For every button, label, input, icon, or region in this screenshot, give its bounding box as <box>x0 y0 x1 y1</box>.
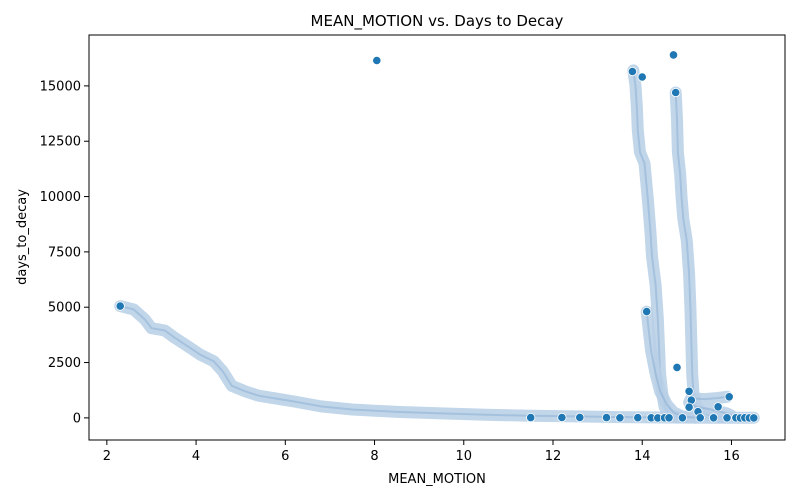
data-point <box>722 413 732 423</box>
data-point <box>627 66 638 77</box>
data-point <box>557 412 567 423</box>
data-point <box>708 413 719 423</box>
data-point <box>575 412 585 422</box>
y-axis: 0 2500 5000 7500 10000 12500 15000 <box>40 79 89 426</box>
data-point <box>615 413 625 423</box>
data-point <box>668 50 679 60</box>
x-tick-label: 4 <box>192 449 200 464</box>
x-tick-label: 2 <box>103 449 111 464</box>
chart-title: MEAN_MOTION vs. Days to Decay <box>311 12 564 31</box>
data-point <box>372 55 382 66</box>
x-tick-label: 8 <box>370 449 378 464</box>
trajectory-core-0 <box>119 305 754 419</box>
data-point <box>695 413 705 423</box>
y-tick-label: 10000 <box>40 190 81 205</box>
data-point <box>672 362 682 372</box>
data-point <box>664 413 674 423</box>
data-point <box>684 386 694 396</box>
x-axis-label: MEAN_MOTION <box>388 472 486 487</box>
x-axis: 2 4 6 8 10 12 14 16 <box>103 440 740 464</box>
plot-frame <box>88 34 786 441</box>
data-point <box>713 402 723 412</box>
data-point <box>724 392 734 402</box>
data-point <box>115 301 125 311</box>
y-tick-label: 12500 <box>40 135 81 150</box>
y-axis-label: days_to_decay <box>15 189 30 285</box>
y-tick-label: 5000 <box>48 301 81 316</box>
data-point <box>749 413 759 423</box>
x-tick-label: 16 <box>723 449 740 464</box>
y-tick-label: 7500 <box>48 245 81 260</box>
x-tick-label: 6 <box>281 449 289 464</box>
data-point <box>671 87 681 98</box>
y-tick-label: 0 <box>73 411 81 426</box>
trajectory-band-3 <box>669 86 729 423</box>
data-point <box>642 306 652 317</box>
x-tick-label: 14 <box>634 449 651 464</box>
data-point <box>601 412 612 423</box>
plot-area <box>114 50 760 424</box>
data-point <box>684 402 694 412</box>
y-tick-label: 15000 <box>40 79 81 94</box>
data-point <box>637 72 647 82</box>
x-tick-label: 12 <box>545 449 562 464</box>
x-tick-label: 10 <box>455 449 472 464</box>
y-tick-label: 2500 <box>48 356 81 371</box>
data-point <box>633 413 643 423</box>
data-point <box>677 413 688 423</box>
data-point <box>526 412 536 423</box>
